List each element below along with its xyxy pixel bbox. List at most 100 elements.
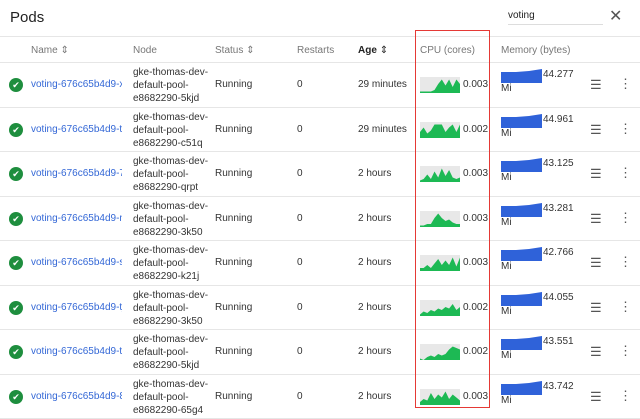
memory-sparkline-area	[501, 158, 542, 172]
memory-unit: Mi	[501, 127, 583, 141]
column-name[interactable]: Name ⇕	[31, 45, 69, 56]
column-restarts: Restarts	[297, 45, 334, 56]
column-status-label: Status	[215, 45, 243, 56]
column-status[interactable]: Status ⇕	[215, 45, 255, 56]
age: 2 hours	[358, 391, 391, 402]
node-line: e8682290-3k50	[133, 226, 213, 239]
cpu-value: 0.002	[463, 302, 488, 313]
node-line: default-pool-	[133, 79, 213, 92]
memory-amount: 43.125	[543, 157, 583, 171]
node-line: gke-thomas-dev-	[133, 111, 213, 124]
memory-sparkline-area	[501, 203, 542, 217]
close-icon[interactable]: ✕	[609, 6, 622, 26]
memory-sparkline-area	[501, 381, 542, 395]
cpu-value: 0.002	[463, 346, 488, 357]
status: Running	[215, 213, 252, 224]
memory-sparkline	[501, 114, 542, 128]
age: 29 minutes	[358, 124, 407, 135]
pod-name-link[interactable]: voting-676c65b4d9-tj6	[31, 302, 122, 313]
table-row: ✔ voting-676c65b4d9-tpr gke-thomas-dev-d…	[0, 108, 640, 153]
check-circle-icon: ✔	[9, 123, 23, 137]
restarts: 0	[297, 79, 303, 90]
age: 2 hours	[358, 257, 391, 268]
more-vert-icon[interactable]: ⋮	[619, 254, 632, 270]
logs-icon[interactable]: ☰	[590, 344, 602, 360]
cpu-sparkline	[420, 122, 460, 138]
logs-icon[interactable]: ☰	[590, 389, 602, 405]
logs-icon[interactable]: ☰	[590, 166, 602, 182]
node-line: e8682290-5kjd	[133, 359, 213, 372]
memory-sparkline	[501, 69, 542, 83]
pod-name-link[interactable]: voting-676c65b4d9-tpj	[31, 346, 122, 357]
memory-amount: 44.961	[543, 113, 583, 127]
age: 29 minutes	[358, 79, 407, 90]
column-age[interactable]: Age ⇕	[358, 45, 388, 56]
cpu-value: 0.003	[463, 213, 488, 224]
memory-sparkline	[501, 292, 542, 306]
pod-name-link[interactable]: voting-676c65b4d9-srl	[31, 257, 122, 268]
node-line: default-pool-	[133, 213, 213, 226]
memory-amount: 43.281	[543, 202, 583, 216]
check-circle-icon: ✔	[9, 78, 23, 92]
pod-name-link[interactable]: voting-676c65b4d9-72	[31, 168, 122, 179]
column-node: Node	[133, 45, 157, 56]
restarts: 0	[297, 213, 303, 224]
status: Running	[215, 346, 252, 357]
memory-sparkline-area	[501, 336, 542, 350]
node-line: e8682290-65g4	[133, 404, 213, 417]
column-memory: Memory (bytes)	[501, 45, 570, 56]
status: Running	[215, 124, 252, 135]
pod-name-link[interactable]: voting-676c65b4d9-tpr	[31, 124, 122, 135]
search-input[interactable]: voting	[508, 10, 603, 25]
logs-icon[interactable]: ☰	[590, 122, 602, 138]
memory-unit: Mi	[501, 394, 583, 408]
age: 2 hours	[358, 302, 391, 313]
node-line: default-pool-	[133, 391, 213, 404]
node-line: default-pool-	[133, 168, 213, 181]
node-line: gke-thomas-dev-	[133, 244, 213, 257]
pod-name-link[interactable]: voting-676c65b4d9-nv	[31, 213, 122, 224]
page-title: Pods	[10, 9, 44, 26]
pod-name-link[interactable]: voting-676c65b4d9-xs	[31, 79, 122, 90]
table-row: ✔ voting-676c65b4d9-tpj gke-thomas-dev-d…	[0, 330, 640, 375]
memory-sparkline-area	[501, 114, 542, 128]
status: Running	[215, 257, 252, 268]
more-vert-icon[interactable]: ⋮	[619, 299, 632, 315]
node-line: default-pool-	[133, 302, 213, 315]
more-vert-icon[interactable]: ⋮	[619, 388, 632, 404]
logs-icon[interactable]: ☰	[590, 211, 602, 227]
logs-icon[interactable]: ☰	[590, 300, 602, 316]
node-line: default-pool-	[133, 124, 213, 137]
check-circle-icon: ✔	[9, 212, 23, 226]
more-vert-icon[interactable]: ⋮	[619, 210, 632, 226]
restarts: 0	[297, 346, 303, 357]
logs-icon[interactable]: ☰	[590, 77, 602, 93]
cpu-sparkline	[420, 166, 460, 182]
node-line: e8682290-c51q	[133, 137, 213, 150]
memory-amount: 44.277	[543, 68, 583, 82]
check-circle-icon: ✔	[9, 345, 23, 359]
node-name: gke-thomas-dev-default-pool-e8682290-qrp…	[133, 155, 213, 194]
more-vert-icon[interactable]: ⋮	[619, 121, 632, 137]
memory-unit: Mi	[501, 82, 583, 96]
more-vert-icon[interactable]: ⋮	[619, 76, 632, 92]
restarts: 0	[297, 168, 303, 179]
memory-sparkline-area	[501, 69, 542, 83]
node-name: gke-thomas-dev-default-pool-e8682290-5kj…	[133, 333, 213, 372]
status: Running	[215, 302, 252, 313]
column-age-label: Age	[358, 45, 377, 56]
memory-unit: Mi	[501, 349, 583, 363]
age: 2 hours	[358, 168, 391, 179]
cpu-sparkline	[420, 211, 460, 227]
more-vert-icon[interactable]: ⋮	[619, 165, 632, 181]
pod-name-link[interactable]: voting-676c65b4d9-8f	[31, 391, 122, 402]
check-circle-icon: ✔	[9, 256, 23, 270]
memory-amount: 44.055	[543, 291, 583, 305]
more-vert-icon[interactable]: ⋮	[619, 343, 632, 359]
logs-icon[interactable]: ☰	[590, 255, 602, 271]
memory-amount: 43.742	[543, 380, 583, 394]
restarts: 0	[297, 257, 303, 268]
